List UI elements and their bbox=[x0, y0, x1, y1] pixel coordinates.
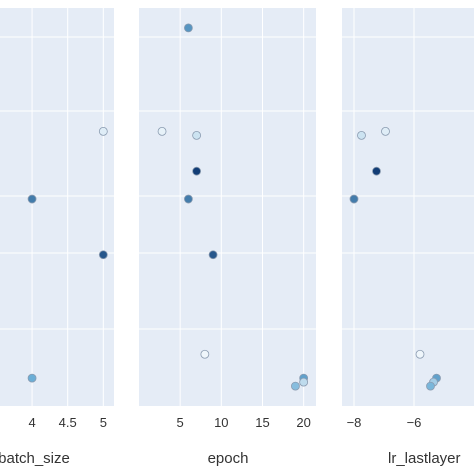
panel-2-point-3 bbox=[349, 194, 359, 204]
panel-1-point-1 bbox=[157, 126, 167, 136]
panel-2-xtick-label-1: −6 bbox=[407, 415, 422, 430]
panel-2-point-4 bbox=[415, 349, 425, 359]
panel-0-point-3 bbox=[27, 373, 37, 383]
panel-2-point-0 bbox=[357, 130, 366, 140]
panel-1-background bbox=[139, 8, 316, 406]
panel-1-point-6 bbox=[200, 349, 210, 359]
panel-1-x-axis-title: epoch bbox=[208, 450, 249, 467]
panel-1-point-0 bbox=[183, 23, 193, 33]
panel-0-background bbox=[0, 8, 114, 406]
panel-0-xtick-label-1: 4.5 bbox=[59, 415, 77, 430]
panel-0-point-0 bbox=[27, 194, 37, 204]
panel-2-point-7 bbox=[426, 381, 435, 391]
panel-0-point-2 bbox=[98, 250, 108, 260]
panel-1-point-2 bbox=[192, 130, 202, 140]
panel-1-point-8 bbox=[299, 377, 309, 387]
panel-2-xtick-label-0: −8 bbox=[347, 415, 362, 430]
panel-1-xtick-label-3: 20 bbox=[296, 415, 310, 430]
panel-2-point-2 bbox=[372, 166, 381, 176]
panel-0-x-axis-title: batch_size bbox=[0, 450, 70, 467]
panel-1-xtick-label-0: 5 bbox=[177, 415, 184, 430]
panel-1-point-3 bbox=[192, 166, 202, 176]
panel-0-xtick-label-2: 5 bbox=[100, 415, 107, 430]
panel-2-point-1 bbox=[381, 126, 390, 136]
panel-1-xtick-label-1: 10 bbox=[214, 415, 228, 430]
panel-0-point-1 bbox=[98, 126, 108, 136]
panel-2-background bbox=[342, 8, 474, 406]
panel-1-point-5 bbox=[208, 250, 218, 260]
panel-1-xtick-label-2: 15 bbox=[255, 415, 269, 430]
panel-0-xtick-label-0: 4 bbox=[28, 415, 35, 430]
panel-2-x-axis-title: lr_lastlayer bbox=[388, 450, 461, 467]
panel-1-point-9 bbox=[291, 381, 300, 391]
panel-1-point-4 bbox=[183, 194, 193, 204]
